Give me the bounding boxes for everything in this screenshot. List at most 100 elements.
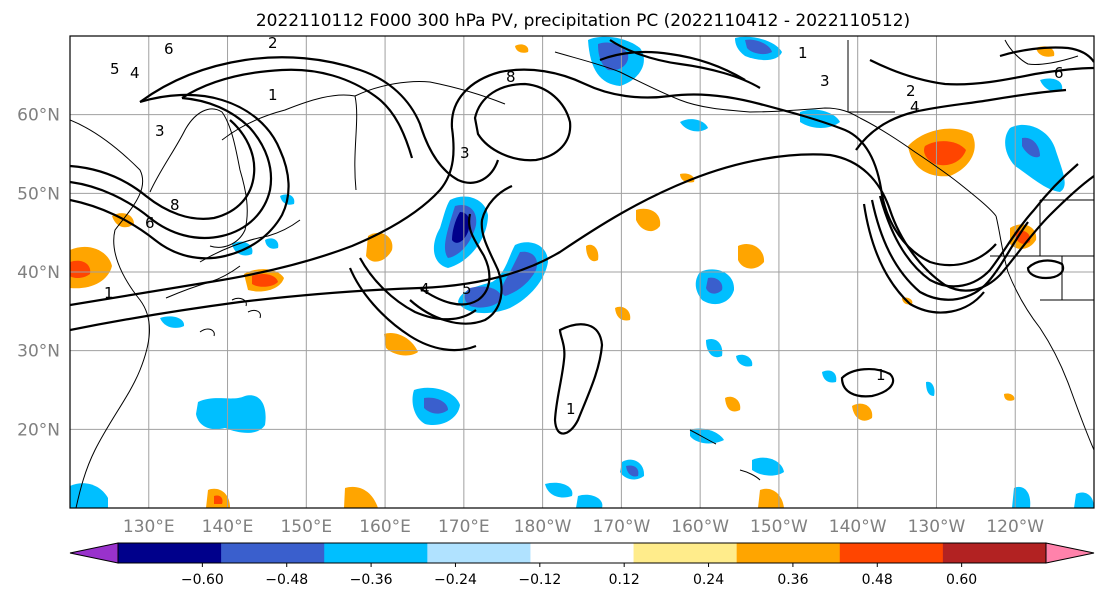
precip-blob-neg	[706, 338, 723, 358]
lat-tick-label: 30°N	[17, 342, 60, 362]
colorbar-segment	[221, 543, 325, 563]
precip-blob-pos	[852, 403, 873, 421]
colorbar-segment	[633, 543, 738, 563]
precip-shading	[70, 36, 1094, 508]
pv-label: 4	[130, 64, 140, 82]
precip-blob-neg	[452, 212, 470, 243]
precip-blob-neg	[706, 277, 723, 294]
pv-label: 3	[460, 144, 470, 162]
lon-tick-label: 120°W	[986, 517, 1044, 537]
coastline-shape	[554, 51, 861, 119]
pv-contour-line	[855, 88, 1067, 151]
precip-blob-pos	[615, 306, 631, 321]
colorbar-segment	[427, 543, 531, 563]
lon-labels: 130°E 140°E 150°E 160°E 170°E 180°W 170°W 160°W…	[123, 517, 1044, 537]
colorbar-tick-label: −0.48	[265, 572, 308, 588]
colorbar-segment	[324, 543, 428, 563]
coastline-shape	[70, 119, 150, 508]
coastline-shape	[1004, 39, 1079, 65]
colorbar-tick-label: −0.12	[518, 572, 561, 588]
coastline-shape	[990, 200, 1094, 301]
pv-contour-line	[870, 199, 1029, 301]
pv-contour-line	[359, 257, 477, 321]
gridlines	[70, 36, 1094, 508]
precip-blob-neg	[926, 381, 935, 396]
precip-blob-pos	[214, 495, 223, 504]
lon-tick-label: 150°E	[280, 517, 332, 537]
lat-labels: 60°N 50°N 40°N 30°N 20°N	[17, 106, 60, 441]
lon-tick-label: 130°W	[908, 517, 966, 537]
precip-blob-pos	[636, 208, 661, 232]
pv-label: 1	[104, 284, 114, 302]
precip-blob-neg	[576, 494, 603, 508]
pv-label: 5	[110, 60, 120, 78]
colorbar-tick-labels: −0.60 −0.48 −0.36 −0.24 −0.12 0.12 0.24 0.36 0.4…	[181, 563, 977, 588]
precip-blob-neg	[1040, 78, 1063, 92]
pv-label: 2	[268, 34, 278, 52]
precip-blob-pos	[515, 44, 529, 53]
lon-tick-label: 150°W	[750, 517, 808, 537]
pv-contour-line	[409, 184, 513, 325]
pv-contour-line	[878, 163, 1079, 288]
coastline-shape	[859, 117, 997, 217]
pv-contour-labels: 1 1 1 1 1 2 2 3 3 3 4 4 4 5 5 6 6 6 8 8	[104, 34, 1064, 418]
pv-contour-line	[348, 267, 477, 352]
colorbar-tick-label: −0.24	[434, 572, 477, 588]
precip-blob-neg	[752, 457, 784, 476]
colorbar-tick-label: −0.36	[350, 572, 393, 588]
precip-blob-neg	[680, 119, 708, 132]
precip-blob-neg	[1022, 137, 1040, 158]
coastline-shape	[199, 297, 261, 337]
colorbar-segment	[530, 543, 635, 563]
pv-contour-line	[70, 93, 290, 260]
lon-tick-label: 160°W	[671, 517, 729, 537]
pv-contour-line	[862, 203, 985, 314]
precip-blob-neg	[501, 251, 538, 296]
pv-label: 6	[1054, 64, 1064, 82]
precip-blob-neg	[160, 316, 185, 328]
pv-label: 8	[506, 68, 516, 86]
precip-blob-pos	[1004, 393, 1015, 401]
pv-contour-line	[840, 368, 895, 398]
colorbar-tick-label: 0.24	[693, 572, 724, 588]
map-title: 2022110112 F000 300 hPa PV, precipitatio…	[256, 11, 910, 31]
precip-blob-pos	[384, 332, 418, 356]
colorbar-extend-low	[69, 542, 119, 564]
pv-contour-line	[473, 82, 572, 162]
pv-contour-line	[999, 46, 1094, 63]
coastline-shape	[199, 219, 301, 263]
pv-label: 1	[798, 44, 808, 62]
lon-tick-label: 180°W	[514, 517, 572, 537]
pv-label: 1	[566, 400, 576, 418]
coastline-shape	[847, 40, 895, 113]
precip-blob-pos	[366, 232, 393, 262]
colorbar-tick-label: 0.48	[862, 572, 893, 588]
pv-label: 6	[145, 214, 155, 232]
precip-blob-neg	[626, 465, 639, 477]
colorbar-tick-label: 0.36	[777, 572, 808, 588]
precip-blob-neg	[424, 397, 448, 414]
coastlines	[70, 39, 1094, 508]
pv-label: 8	[170, 196, 180, 214]
colorbar-segment	[736, 543, 841, 563]
lat-tick-label: 20°N	[17, 420, 60, 440]
precip-blob-neg	[1012, 486, 1031, 508]
pv-contour-line	[599, 50, 746, 81]
pv-label: 4	[910, 98, 920, 116]
precip-blob-pos	[725, 396, 741, 412]
precip-blob-neg	[70, 483, 108, 508]
pv-label: 6	[164, 40, 174, 58]
precip-blob-pos	[924, 141, 966, 166]
lon-tick-label: 170°W	[593, 517, 651, 537]
precip-blob-neg	[1074, 492, 1094, 508]
pv-contour-line	[553, 323, 604, 435]
coastline-shape	[149, 108, 248, 248]
colorbar-segment	[839, 543, 944, 563]
lon-tick-label: 130°E	[123, 517, 175, 537]
precip-blob-pos	[758, 488, 784, 508]
precip-blob-pos	[70, 260, 91, 278]
pv-contour-line	[70, 68, 997, 307]
lon-tick-label: 140°W	[829, 517, 887, 537]
pv-contour-line	[70, 96, 273, 240]
